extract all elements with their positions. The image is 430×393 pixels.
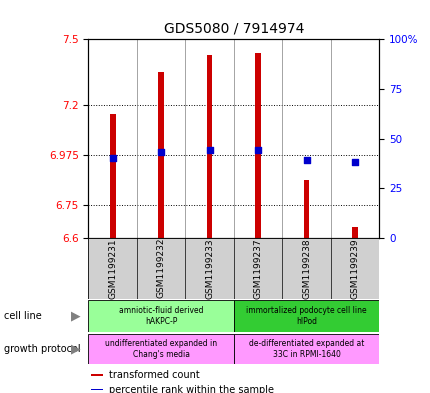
Bar <box>255 53 261 238</box>
Text: cell line: cell line <box>4 311 42 321</box>
Bar <box>109 114 115 238</box>
Text: transformed count: transformed count <box>108 370 199 380</box>
Text: GSM1199239: GSM1199239 <box>350 238 359 299</box>
Point <box>157 149 164 156</box>
Point <box>109 155 116 162</box>
Bar <box>206 55 212 238</box>
Text: percentile rank within the sample: percentile rank within the sample <box>108 384 273 393</box>
Text: GSM1199237: GSM1199237 <box>253 238 262 299</box>
Bar <box>233 334 378 364</box>
Point <box>302 157 309 163</box>
Bar <box>158 72 163 238</box>
Point <box>254 147 261 154</box>
Bar <box>303 180 309 238</box>
Point <box>206 147 212 154</box>
Text: GSM1199238: GSM1199238 <box>301 238 310 299</box>
Bar <box>88 334 233 364</box>
Bar <box>351 227 357 238</box>
Text: growth protocol: growth protocol <box>4 344 81 354</box>
Bar <box>88 300 233 332</box>
Text: undifferentiated expanded in
Chang's media: undifferentiated expanded in Chang's med… <box>105 339 217 359</box>
Text: ▶: ▶ <box>71 309 80 323</box>
Bar <box>91 374 103 376</box>
Text: GSM1199232: GSM1199232 <box>156 238 165 298</box>
Text: ▶: ▶ <box>71 342 80 356</box>
Bar <box>233 300 378 332</box>
Text: GSM1199231: GSM1199231 <box>108 238 117 299</box>
Point <box>351 159 358 165</box>
Text: amniotic-fluid derived
hAKPC-P: amniotic-fluid derived hAKPC-P <box>119 306 203 326</box>
Bar <box>91 389 103 390</box>
Text: GSM1199233: GSM1199233 <box>205 238 214 299</box>
Text: immortalized podocyte cell line
hIPod: immortalized podocyte cell line hIPod <box>246 306 366 326</box>
Text: de-differentiated expanded at
33C in RPMI-1640: de-differentiated expanded at 33C in RPM… <box>248 339 363 359</box>
Title: GDS5080 / 7914974: GDS5080 / 7914974 <box>163 21 303 35</box>
